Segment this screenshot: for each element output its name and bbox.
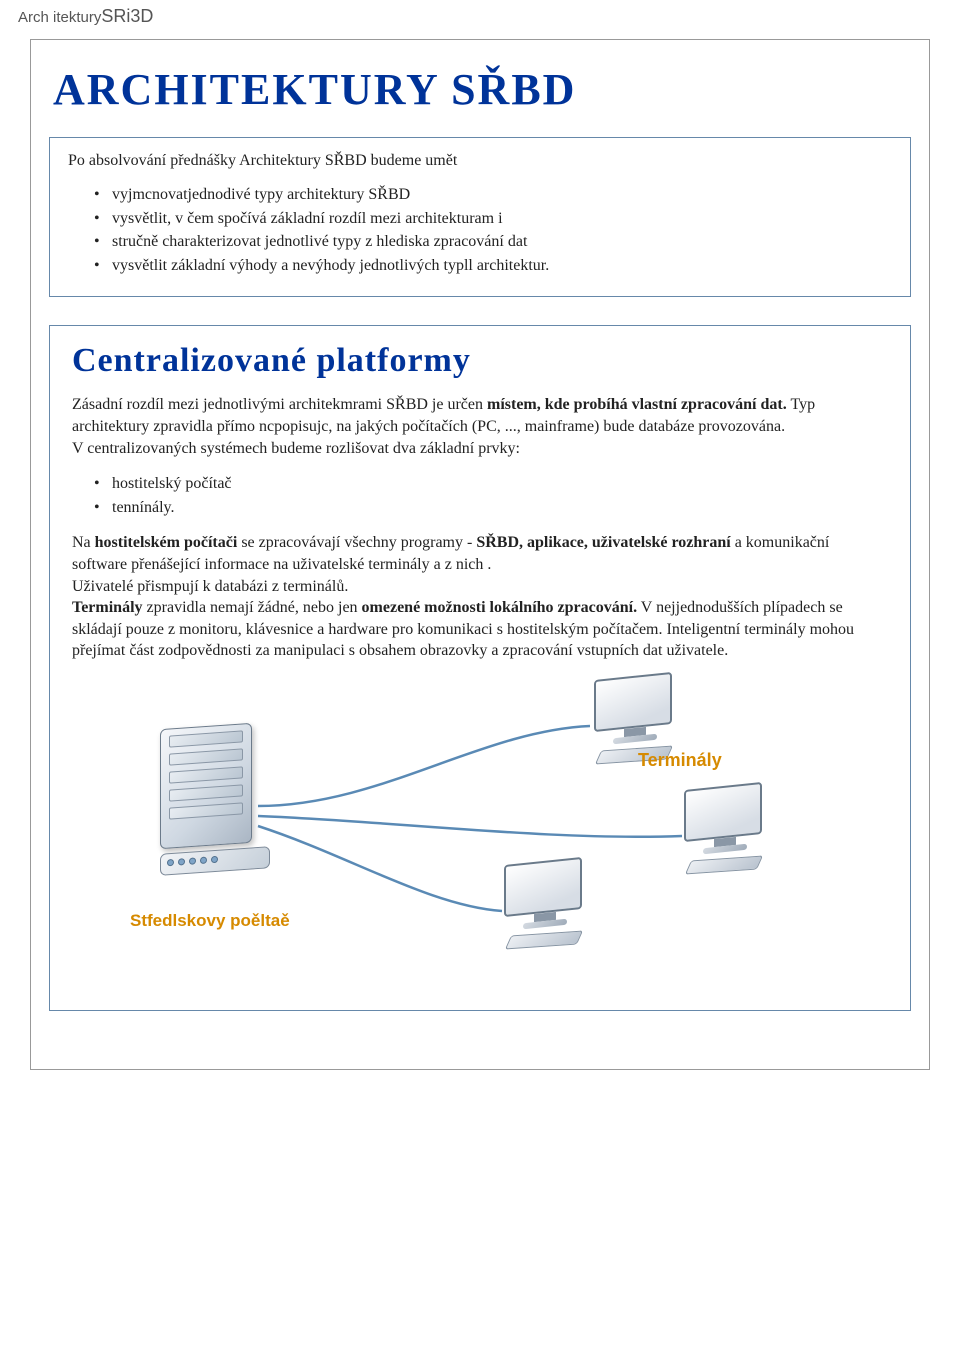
terminal-icon <box>490 861 600 951</box>
page-header: Arch itekturySRi3D <box>0 0 960 39</box>
network-diagram: Stfedlskovy poěltaě Terminály <box>130 676 830 986</box>
objectives-intro: Po absolvování přednášky Architektury SŘ… <box>68 152 892 170</box>
section-para1: Zásadní rozdíl mezi jednotlivými archite… <box>72 394 888 459</box>
objective-item: vyjmcnovatjednodivé typy architektury SŘ… <box>98 184 892 206</box>
objective-item: vysvětlit základní výhody a nevýhody jed… <box>98 255 892 277</box>
section-inner-list: hostitelský počítač tennínály. <box>68 473 892 518</box>
inner-item: tennínály. <box>98 497 892 519</box>
objectives-box: Po absolvování přednášky Architektury SŘ… <box>49 137 911 297</box>
objective-item: stručně charakterizovat jednotlivé typy … <box>98 231 892 253</box>
section-para2: Na hostitelském počítači se zpracovávají… <box>72 532 888 662</box>
objective-item: vysvětlit, v čem spočívá základní rozdíl… <box>98 208 892 230</box>
header-right: SRi3D <box>101 6 153 26</box>
document-frame: ARCHITEKTURY SŘBD Po absolvování přednáš… <box>30 39 930 1070</box>
section-title: Centralizované platformy <box>72 342 892 380</box>
main-title: ARCHITEKTURY SŘBD <box>53 64 911 115</box>
terminals-label: Terminály <box>638 750 722 771</box>
inner-item: hostitelský počítač <box>98 473 892 495</box>
server-icon <box>160 726 260 876</box>
section-box: Centralizované platformy Zásadní rozdíl … <box>49 325 911 1011</box>
terminal-icon <box>670 786 780 876</box>
server-label: Stfedlskovy poěltaě <box>130 911 290 931</box>
header-left: Arch itektury <box>18 9 101 26</box>
objectives-list: vyjmcnovatjednodivé typy architektury SŘ… <box>68 184 892 276</box>
